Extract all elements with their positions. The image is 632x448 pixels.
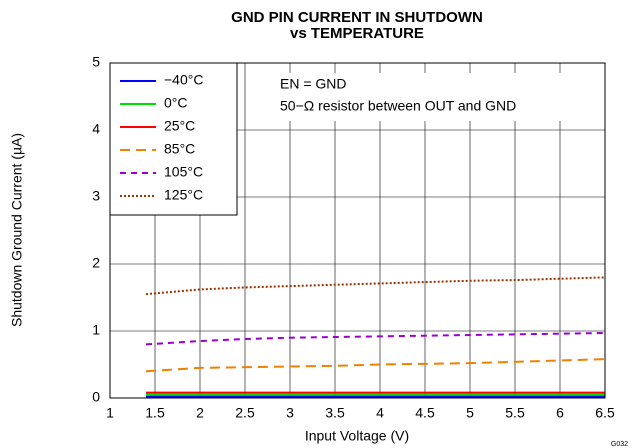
x-tick-label: 1.5 — [145, 405, 165, 421]
annotation: EN = GND — [280, 76, 347, 92]
y-tick-label: 1 — [92, 322, 100, 338]
y-tick-label: 3 — [92, 188, 100, 204]
series-line — [145, 358, 606, 373]
annotation: 50−Ω resistor between OUT and GND — [280, 98, 516, 114]
annotation-bg — [272, 73, 602, 121]
figure-id: G032 — [611, 441, 628, 448]
x-tick-label: 4.5 — [415, 405, 435, 421]
legend-box — [109, 62, 238, 216]
x-axis-label: Input Voltage (V) — [305, 428, 409, 444]
x-tick-label: 2.5 — [235, 405, 255, 421]
y-tick-label: 2 — [92, 255, 100, 271]
plot-frame — [109, 62, 606, 399]
series-line — [145, 276, 606, 296]
y-tick-label: 4 — [92, 121, 100, 137]
series-line — [145, 332, 606, 346]
x-tick-label: 6 — [556, 405, 564, 421]
x-tick-label: 4 — [376, 405, 384, 421]
legend-label: 105°C — [164, 164, 203, 180]
x-tick-label: 6.5 — [595, 405, 615, 421]
legend-label: 0°C — [164, 95, 188, 111]
x-tick-label: 5 — [466, 405, 474, 421]
legend-label: 125°C — [164, 187, 203, 203]
y-axis-label: Shutdown Ground Current (µA) — [9, 133, 25, 327]
x-tick-label: 3.5 — [325, 405, 345, 421]
y-tick-label: 0 — [92, 389, 100, 405]
x-tick-label: 2 — [196, 405, 204, 421]
x-tick-label: 1 — [106, 405, 114, 421]
x-tick-label: 5.5 — [505, 405, 525, 421]
chart-subtitle: vs TEMPERATURE — [290, 25, 424, 42]
legend-label: 25°C — [164, 118, 195, 134]
legend-label: −40°C — [164, 72, 203, 88]
x-tick-label: 3 — [286, 405, 294, 421]
legend-label: 85°C — [164, 141, 195, 157]
chart-title: GND PIN CURRENT IN SHUTDOWN — [231, 9, 483, 26]
y-tick-label: 5 — [92, 54, 100, 70]
